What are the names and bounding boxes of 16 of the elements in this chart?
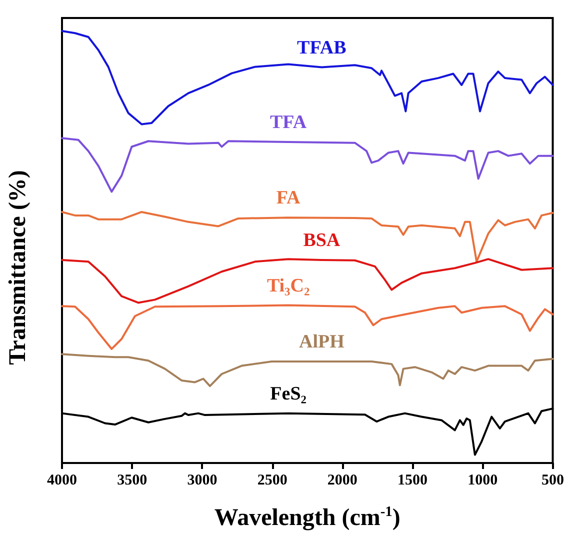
x-tick-label: 3500 xyxy=(117,472,148,488)
y-axis-title: Transmittance (%) xyxy=(5,170,31,365)
series-label: FeS₂ xyxy=(270,383,307,404)
x-tick-label: 1500 xyxy=(398,472,428,488)
series-label: AlPH xyxy=(298,331,345,352)
series-label: Ti₃C₂ xyxy=(266,275,310,296)
x-tick-label: 4000 xyxy=(47,472,77,488)
x-tick-label: 1000 xyxy=(468,472,498,488)
x-tick-label: 2000 xyxy=(327,472,358,488)
series-label: TFA xyxy=(270,112,307,133)
x-tick-label: 3000 xyxy=(187,472,218,488)
series-label: TFAB xyxy=(297,37,347,58)
series-label: BSA xyxy=(303,230,340,251)
x-tick-label: 2500 xyxy=(257,472,288,488)
series-label: FA xyxy=(276,188,301,209)
x-tick-label: 500 xyxy=(542,472,564,488)
